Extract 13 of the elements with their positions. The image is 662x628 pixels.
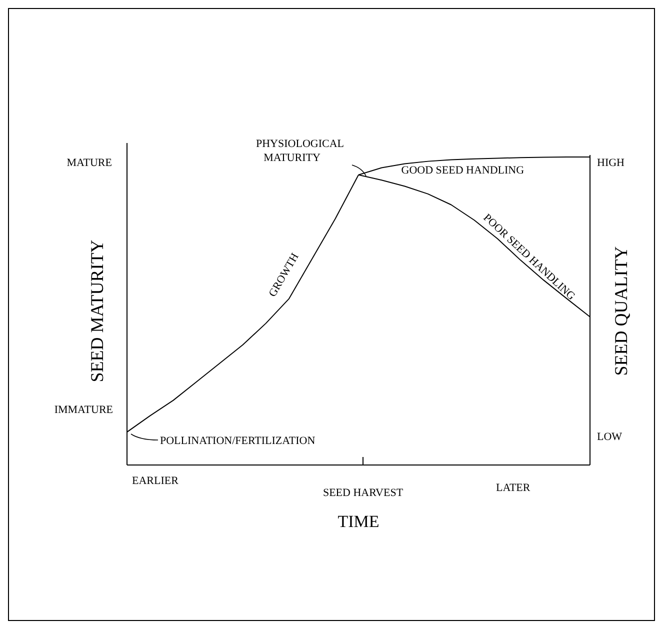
text: MATURE: [66, 157, 112, 169]
text: IMMATURE: [54, 404, 114, 416]
y-axis-title: SEED MATURITY: [87, 240, 107, 382]
annotation: POLLINATION/FERTILIZATION: [160, 435, 316, 447]
annotation: PHYSIOLOGICAL MATURITY: [256, 138, 344, 164]
text: LOW: [597, 431, 623, 443]
text: HIGH: [597, 157, 625, 169]
text: EARLIER: [132, 475, 180, 487]
series-label: GOOD SEED HANDLING: [401, 164, 524, 176]
x-axis-title: TIME: [338, 512, 380, 531]
y2-axis-title: SEED QUALITY: [611, 246, 631, 376]
text: LATER: [496, 482, 531, 494]
text: SEED HARVEST: [322, 487, 404, 499]
